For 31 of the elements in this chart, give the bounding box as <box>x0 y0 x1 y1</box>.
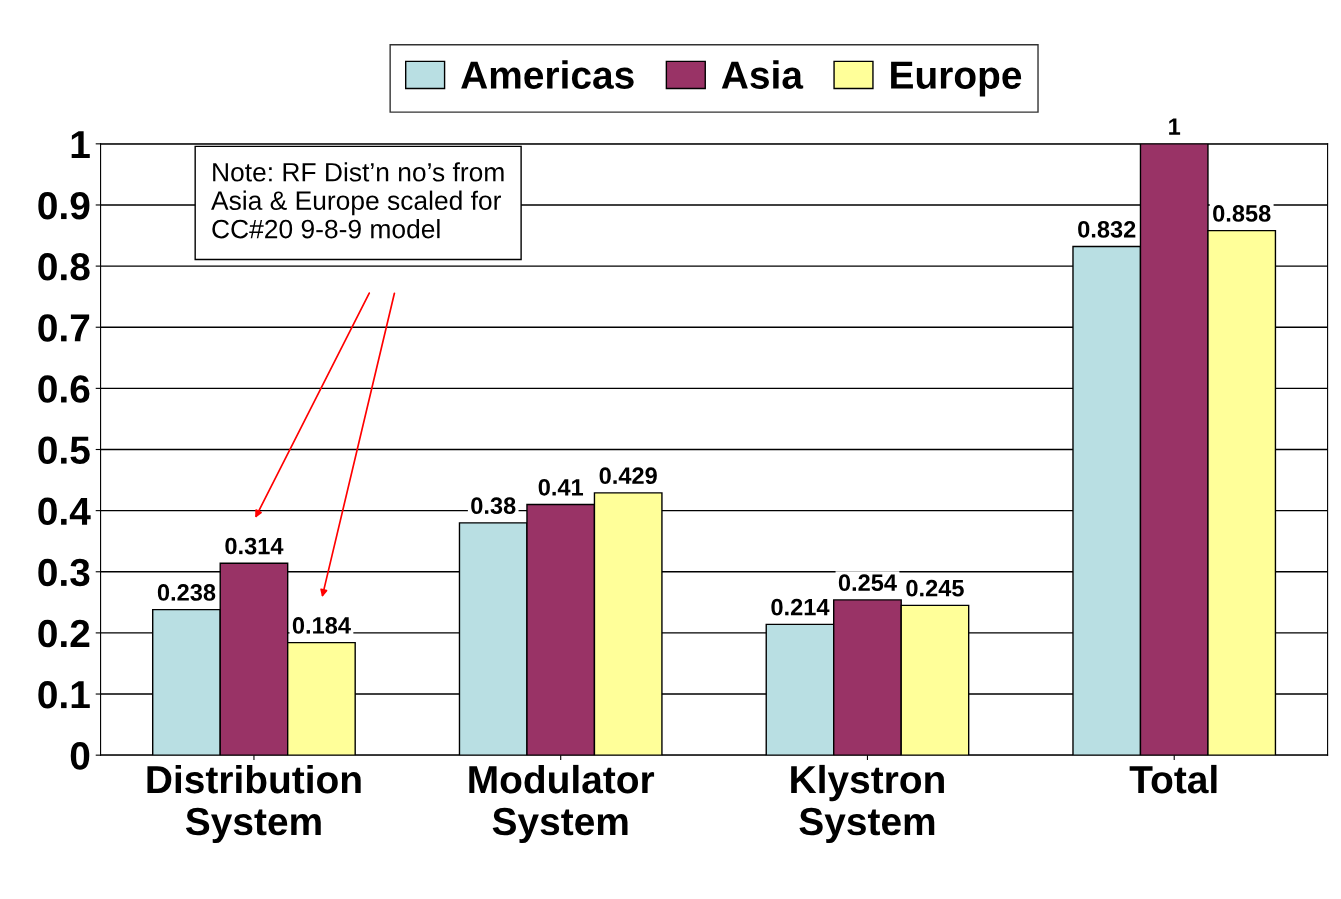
legend-label: Asia <box>721 60 804 89</box>
y-tick-label: 0.4 <box>38 497 91 526</box>
data-label: 0.858 <box>1213 205 1271 222</box>
data-label: 0.245 <box>906 579 964 597</box>
y-tick-label: 0.1 <box>38 680 90 709</box>
y-tick-label: 1 <box>71 131 90 158</box>
y-tick-label: 0.8 <box>38 253 90 281</box>
y-tick-label: 0.3 <box>38 558 90 587</box>
y-tick-label: 0.6 <box>38 375 90 403</box>
y-tick-label: 0.2 <box>38 619 90 648</box>
legend-label: Americas <box>461 60 634 89</box>
data-label: 0.41 <box>538 478 584 496</box>
data-label: 0.214 <box>771 598 830 616</box>
data-label: 0.314 <box>225 537 284 555</box>
y-tick-label: 0 <box>70 742 90 770</box>
data-label: 0.429 <box>599 467 657 485</box>
y-tick-label: 0.5 <box>38 436 90 464</box>
y-tick-label: 0.7 <box>38 314 90 342</box>
data-label: 0.254 <box>838 574 897 592</box>
x-tick-label: Total <box>1129 764 1217 794</box>
data-label: 0.832 <box>1078 220 1136 238</box>
data-label: 1 <box>1169 118 1181 135</box>
annotation: Note: RF Dist’n no’s from Asia & Europe scaled for CC#20 9-8-9 model <box>211 162 504 239</box>
legend-label: Europe <box>891 61 1022 97</box>
data-label: 0.38 <box>471 497 516 515</box>
x-tick-label: Distribution System <box>147 764 361 844</box>
x-tick-label: Klystron System <box>791 764 944 844</box>
x-tick-label: Modulator System <box>469 764 655 844</box>
data-label: 0.184 <box>292 617 351 634</box>
y-tick-label: 0.9 <box>38 191 90 220</box>
data-label: 0.238 <box>157 584 216 601</box>
